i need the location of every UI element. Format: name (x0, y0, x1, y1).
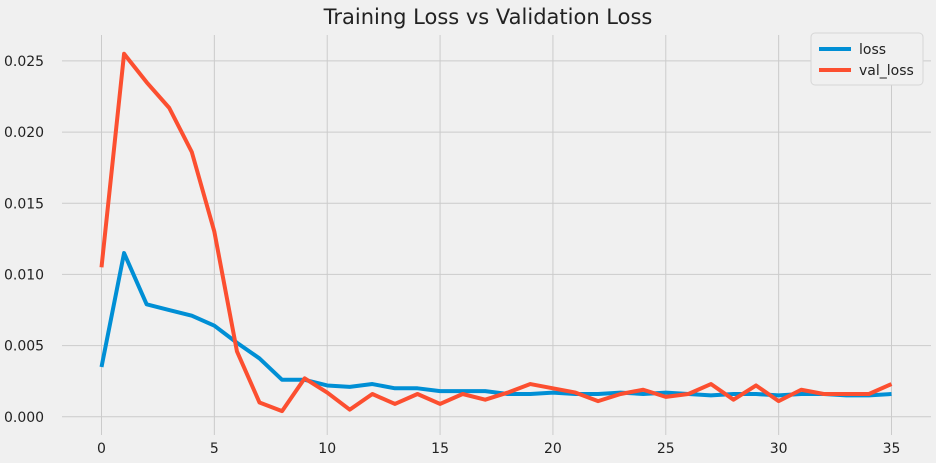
x-tick-label: 25 (657, 441, 675, 457)
y-tick-label: 0.025 (4, 54, 44, 70)
x-tick-label: 0 (97, 441, 106, 457)
y-tick-label: 0.020 (4, 125, 44, 141)
legend-label-val-loss: val_loss (859, 63, 914, 79)
x-tick-label: 20 (544, 441, 562, 457)
y-tick-label: 0.010 (4, 267, 44, 283)
x-tick-label: 10 (318, 441, 336, 457)
x-tick-label: 15 (431, 441, 449, 457)
chart-title: Training Loss vs Validation Loss (323, 5, 653, 29)
series-lines (99, 51, 893, 414)
y-tick-label: 0.015 (4, 196, 44, 212)
x-tick-label: 5 (210, 441, 219, 457)
x-tick-label: 30 (770, 441, 788, 457)
legend-label-loss: loss (859, 42, 886, 58)
legend: loss val_loss (810, 32, 924, 86)
y-tick-label: 0.005 (4, 339, 44, 355)
plot-area (62, 35, 931, 435)
tick-labels: 0 5 10 15 20 25 30 35 0.000 0.005 0.010 0.015 0.020 0… (4, 54, 900, 457)
y-tick-label: 0.000 (4, 410, 44, 426)
x-tick-label: 35 (883, 441, 901, 457)
series-line-val-loss (99, 51, 893, 414)
